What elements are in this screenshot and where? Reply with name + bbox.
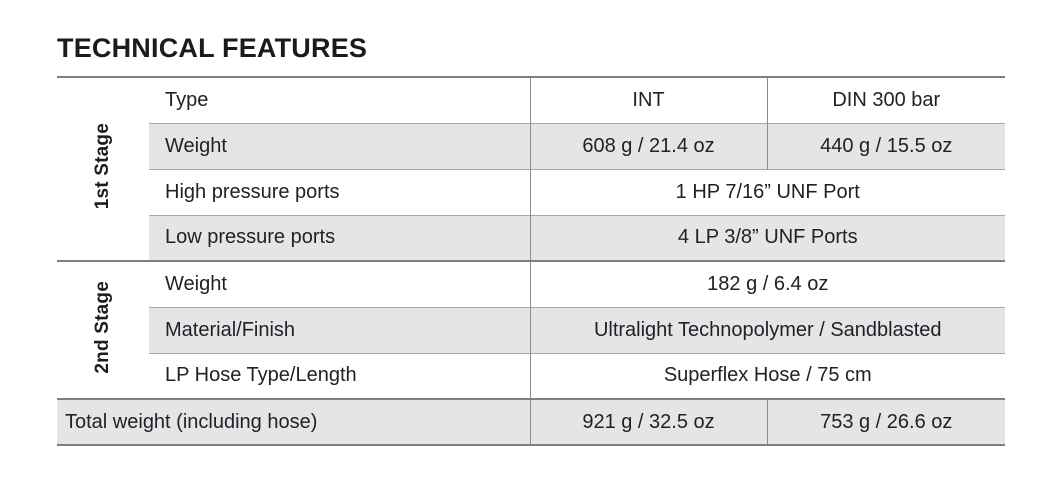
page-title: TECHNICAL FEATURES	[57, 33, 368, 63]
stage-2-cell: 2nd Stage	[57, 260, 149, 400]
row-weight-2nd-label: Weight	[149, 260, 530, 307]
row-low-pressure-ports: Low pressure ports 4 LP 3/8” UNF Ports	[57, 214, 1005, 261]
row-weight-1st-value-din: 440 g / 15.5 oz	[766, 122, 1005, 169]
row-total-weight: Total weight (including hose) 921 g / 32…	[57, 398, 1005, 445]
row-total-value-int: 921 g / 32.5 oz	[529, 398, 767, 445]
stage-2-label: 2nd Stage	[92, 280, 113, 374]
row-weight-1st: Weight 608 g / 21.4 oz 440 g / 15.5 oz	[57, 122, 1005, 169]
stage-1-cell: 1st Stage	[57, 77, 149, 261]
row-weight-2nd-value: 182 g / 6.4 oz	[529, 260, 1005, 307]
page: TECHNICAL FEATURES 1st Stage Type INT DI…	[57, 33, 1005, 446]
row-type: 1st Stage Type INT DIN 300 bar	[57, 77, 1005, 261]
row-type-value-din: DIN 300 bar	[766, 77, 1005, 123]
row-weight-2nd: 2nd Stage Weight 182 g / 6.4 oz	[57, 260, 1005, 400]
row-hp-value: 1 HP 7/16” UNF Port	[529, 168, 1005, 215]
row-material-label: Material/Finish	[149, 306, 530, 353]
row-hose-value: Superflex Hose / 75 cm	[529, 352, 1005, 399]
row-weight-1st-value-int: 608 g / 21.4 oz	[529, 122, 767, 169]
row-hose-label: LP Hose Type/Length	[149, 352, 530, 399]
row-total-value-din: 753 g / 26.6 oz	[766, 398, 1005, 445]
row-lp-hose: LP Hose Type/Length Superflex Hose / 75 …	[57, 352, 1005, 399]
row-lp-label: Low pressure ports	[149, 214, 530, 261]
row-hp-label: High pressure ports	[149, 168, 530, 215]
row-lp-value: 4 LP 3/8” UNF Ports	[529, 214, 1005, 261]
row-high-pressure-ports: High pressure ports 1 HP 7/16” UNF Port	[57, 168, 1005, 215]
technical-features-table: 1st Stage Type INT DIN 300 bar Weight 60…	[57, 76, 1005, 446]
row-material-value: Ultralight Technopolymer / Sandblasted	[529, 306, 1005, 353]
row-type-label: Type	[165, 88, 209, 111]
row-weight-1st-label: Weight	[149, 122, 530, 169]
stage-1-label: 1st Stage	[92, 122, 113, 210]
row-total-label: Total weight (including hose)	[57, 398, 530, 445]
row-type-value-int: INT	[529, 77, 767, 123]
row-material-finish: Material/Finish Ultralight Technopolymer…	[57, 306, 1005, 353]
